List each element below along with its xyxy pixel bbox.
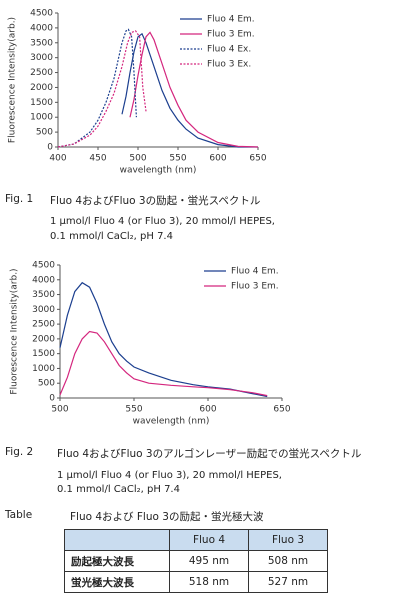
caption: Fluo 4およびFluo 3のアルゴンレーザー励起での蛍光スペクトル	[57, 448, 362, 460]
series-line	[59, 281, 268, 398]
y-tick-label: 4500	[30, 9, 53, 19]
x-tick-label: 550	[169, 154, 186, 164]
condition: 0.1 mmol/l CaCl₂, pH 7.4	[50, 231, 173, 242]
y-tick-label: 0	[47, 143, 53, 153]
caption-label: Fig. 2	[5, 446, 34, 458]
y-tick-label: 500	[38, 379, 55, 389]
legend-label: Fluo 4 Em.	[231, 267, 279, 277]
y-tick-label: 1500	[30, 98, 53, 108]
row: 蛍光極大波長 518 nm 527 nm	[64, 571, 328, 593]
y-tick-label: 500	[36, 128, 53, 138]
y-tick-label: 2000	[30, 83, 53, 93]
y-tick-label: 2000	[32, 334, 55, 344]
y-tick-label: 4500	[32, 261, 55, 271]
table-title: Fluo 4および Fluo 3の励起・蛍光極大波	[70, 511, 264, 523]
condition: 1 µmol/l Fluo 4 (or Fluo 3), 20 mmol/l H…	[50, 216, 275, 227]
y-axis-label: Fluorescence Intensity(arb.)	[10, 268, 20, 394]
cell: 508 nm	[248, 550, 328, 572]
cell: 蛍光極大波長	[64, 571, 170, 593]
caption: Fluo 4およびFluo 3の励起・蛍光スペクトル	[50, 195, 261, 207]
x-tick-label: 600	[209, 154, 226, 164]
series-line	[57, 30, 147, 148]
x-tick-label: 650	[249, 154, 266, 164]
y-tick-label: 0	[49, 394, 55, 404]
legend-label: Fluo 4 Ex.	[207, 45, 251, 55]
condition: 1 µmol/l Fluo 4 (or Fluo 3), 20 mmol/l H…	[57, 470, 282, 481]
legend-label: Fluo 3 Em.	[231, 282, 279, 292]
header-row: Fluo 4 Fluo 3	[64, 529, 328, 551]
x-axis-label: wavelength (nm)	[120, 166, 197, 176]
table-label: Table	[5, 509, 33, 521]
cell: 527 nm	[248, 571, 328, 593]
y-tick-label: 1500	[32, 349, 55, 359]
header-cell	[64, 529, 170, 551]
x-axis-label: wavelength (nm)	[133, 417, 210, 427]
cell: 励起極大波長	[64, 550, 170, 572]
condition: 0.1 mmol/l CaCl₂, pH 7.4	[57, 484, 180, 495]
x-tick-label: 500	[51, 405, 68, 415]
series-line	[121, 32, 258, 148]
cell: 518 nm	[169, 571, 249, 593]
x-tick-label: 400	[49, 154, 66, 164]
series-line	[129, 31, 259, 148]
y-axis-label: Fluorescence Intensity(arb.)	[8, 17, 18, 143]
row: 励起極大波長 495 nm 508 nm	[64, 550, 328, 572]
y-tick-label: 4000	[32, 275, 55, 285]
y-tick-label: 3000	[30, 53, 53, 63]
cell: 495 nm	[169, 550, 249, 572]
caption-label: Fig. 1	[5, 193, 34, 205]
series-line	[59, 330, 268, 397]
table: Fluo 4 Fluo 3 励起極大波長 495 nm 508 nm 蛍光極大波長 51…	[64, 529, 328, 593]
y-tick-label: 1000	[30, 113, 53, 123]
y-tick-label: 1000	[32, 364, 55, 374]
x-tick-label: 550	[125, 405, 142, 415]
header-cell: Fluo 4	[169, 529, 249, 551]
x-tick-label: 450	[89, 154, 106, 164]
legend-label: Fluo 3 Ex.	[207, 60, 251, 70]
legend-label: Fluo 4 Em.	[207, 15, 255, 25]
x-tick-label: 500	[129, 154, 146, 164]
y-tick-label: 4000	[30, 23, 53, 33]
y-tick-label: 2500	[30, 68, 53, 78]
y-tick-label: 3000	[32, 305, 55, 315]
x-tick-label: 650	[273, 405, 290, 415]
legend-label: Fluo 3 Em.	[207, 30, 255, 40]
series-line	[57, 28, 137, 148]
x-tick-label: 600	[199, 405, 216, 415]
y-tick-label: 3500	[32, 290, 55, 300]
y-tick-label: 2500	[32, 320, 55, 330]
header-cell: Fluo 3	[248, 529, 328, 551]
y-tick-label: 3500	[30, 38, 53, 48]
